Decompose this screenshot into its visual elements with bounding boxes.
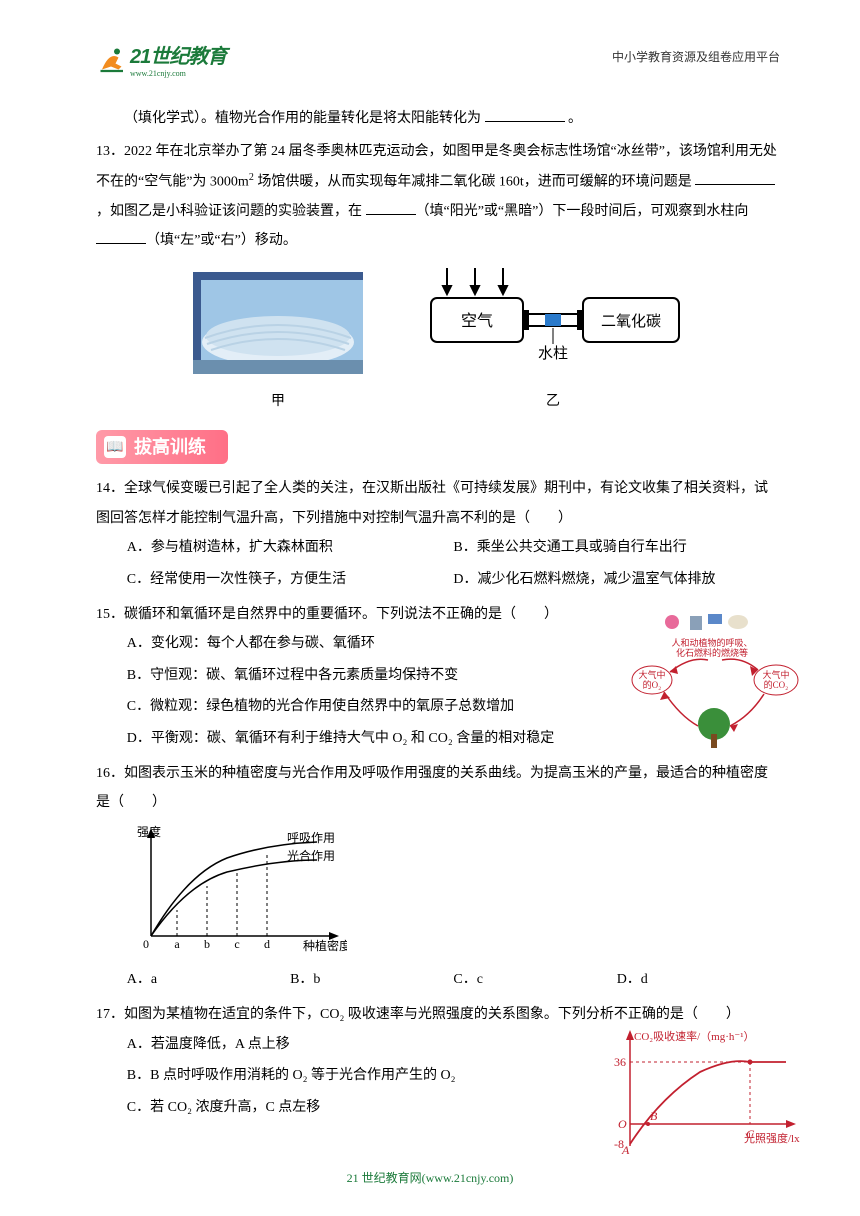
caption-jia: 甲 — [193, 387, 363, 416]
page-header: 21世纪教育 www.21cnjy.com 中小学教育资源及组卷应用平台 — [96, 40, 780, 78]
q16-B: B．b — [290, 965, 453, 994]
svg-text:d: d — [264, 937, 270, 951]
qnum-13: 13． — [96, 144, 124, 159]
frag-text: （填化学式）。植物光合作用的能量转化是将太阳能转化为 — [124, 111, 481, 126]
runner-icon — [96, 44, 126, 74]
q14-A: A．参与植树造林，扩大森林面积 — [127, 533, 454, 562]
question-16: 16．如图表示玉米的种植密度与光合作用及呼吸作用强度的关系曲线。为提高玉米的产量… — [96, 759, 780, 995]
frag-end: 。 — [568, 111, 582, 126]
question-15: 15．碳循环和氧循环是自然界中的重要循环。下列说法不正确的是（ ） A．变化观：… — [96, 600, 780, 753]
blank — [485, 108, 565, 122]
svg-text:0: 0 — [143, 937, 149, 951]
qnum-15: 15． — [96, 607, 124, 622]
qnum-14: 14． — [96, 481, 124, 496]
caption-yi: 乙 — [423, 387, 683, 416]
stadium-image-icon — [193, 272, 363, 374]
svg-text:A: A — [621, 1143, 630, 1157]
qnum-17: 17． — [96, 1007, 124, 1022]
svg-text:36: 36 — [614, 1055, 626, 1069]
page-footer: 21 世纪教育网(www.21cnjy.com) — [0, 1169, 860, 1186]
q16-A: A．a — [127, 965, 290, 994]
q17-chart: CO₂吸收速率/（mg·h⁻¹） 光照强度/lx 36 O -8 A B C — [600, 1028, 800, 1169]
svg-text:种植密度: 种植密度 — [303, 938, 347, 953]
book-icon: 📖 — [104, 436, 126, 458]
svg-text:O: O — [618, 1117, 627, 1131]
svg-text:a: a — [174, 937, 180, 951]
q16-stem: 如图表示玉米的种植密度与光合作用及呼吸作用强度的关系曲线。为提高玉米的产量，最适… — [96, 766, 768, 810]
fragment-line: （填化学式）。植物光合作用的能量转化是将太阳能转化为 。 — [96, 104, 780, 133]
q13-figures: 甲 空气 — [96, 264, 780, 417]
svg-text:化石燃料的燃烧等: 化石燃料的燃烧等 — [676, 647, 748, 658]
section-badge: 📖 拔高训练 — [96, 430, 228, 464]
svg-text:空气: 空气 — [461, 312, 493, 330]
content-area: （填化学式）。植物光合作用的能量转化是将太阳能转化为 。 13．2022 年在北… — [96, 104, 780, 1122]
q13-text3: ，如图乙是小科验证该问题的实验装置，在 — [96, 204, 362, 219]
q16-D: D．d — [617, 965, 780, 994]
q16-options: A．a B．b C．c D．d — [127, 965, 780, 994]
svg-text:人和动植物的呼吸、: 人和动植物的呼吸、 — [671, 637, 752, 648]
blank — [695, 171, 775, 185]
q16-chart: 强度 种植密度 0 呼吸作用 光合作用 a b c d — [127, 824, 780, 965]
q15-stem: 碳循环和氧循环是自然界中的重要循环。下列说法不正确的是（ ） — [124, 607, 558, 622]
svg-text:CO₂吸收速率/（mg·h⁻¹）: CO₂吸收速率/（mg·h⁻¹） — [634, 1029, 755, 1043]
badge-text: 拔高训练 — [134, 429, 206, 467]
q14-B: B．乘坐公共交通工具或骑自行车出行 — [453, 533, 780, 562]
svg-text:光合作用: 光合作用 — [287, 848, 335, 863]
logo: 21世纪教育 www.21cnjy.com — [96, 40, 226, 78]
svg-text:c: c — [234, 937, 239, 951]
logo-url: www.21cnjy.com — [130, 69, 226, 78]
svg-text:的CO₂: 的CO₂ — [764, 679, 789, 690]
svg-text:水柱: 水柱 — [538, 345, 568, 362]
svg-text:的O₂: 的O₂ — [643, 679, 662, 690]
q14-stem: 全球气候变暖已引起了全人类的关注，在汉斯出版社《可持续发展》期刊中，有论文收集了… — [96, 481, 768, 525]
svg-text:B: B — [650, 1109, 658, 1123]
qnum-16: 16． — [96, 766, 124, 781]
figure-yi: 空气 二氧化碳 水柱 乙 — [423, 264, 683, 417]
svg-text:大气中: 大气中 — [638, 669, 665, 680]
svg-text:强度: 强度 — [137, 824, 161, 839]
question-13: 13．2022 年在北京举办了第 24 届冬季奥林匹克运动会，如图甲是冬奥会标志… — [96, 137, 780, 416]
co2-rate-chart-icon: CO₂吸收速率/（mg·h⁻¹） 光照强度/lx 36 O -8 A B C — [600, 1028, 800, 1158]
header-right-text: 中小学教育资源及组卷应用平台 — [612, 48, 780, 65]
q14-D: D．减少化石燃料燃烧，减少温室气体排放 — [453, 565, 780, 594]
q14-C: C．经常使用一次性筷子，方便生活 — [127, 565, 454, 594]
q14-row1: A．参与植树造林，扩大森林面积 B．乘坐公共交通工具或骑自行车出行 — [127, 533, 780, 562]
svg-text:b: b — [204, 937, 210, 951]
blank — [366, 201, 416, 215]
svg-text:呼吸作用: 呼吸作用 — [287, 831, 335, 845]
q15-cycle-figure: 人和动植物的呼吸、 化石燃料的燃烧等 大气中 的O₂ 大气中 的CO₂ — [630, 606, 800, 767]
q17-stem: 如图为某植物在适宜的条件下，CO₂ 吸收速率与光照强度的关系图象。下列分析不正确… — [124, 1007, 740, 1022]
apparatus-diagram-icon: 空气 二氧化碳 水柱 — [423, 264, 683, 374]
question-17: 17．如图为某植物在适宜的条件下，CO₂ 吸收速率与光照强度的关系图象。下列分析… — [96, 1000, 780, 1122]
figure-jia: 甲 — [193, 272, 363, 417]
svg-text:二氧化碳: 二氧化碳 — [601, 313, 661, 330]
question-14: 14．全球气候变暖已引起了全人类的关注，在汉斯出版社《可持续发展》期刊中，有论文… — [96, 474, 780, 594]
q13-text4: （填“阳光”或“黑暗”）下一段时间后，可观察到水柱向 — [416, 204, 749, 219]
svg-text:C: C — [746, 1127, 755, 1141]
density-chart-icon: 强度 种植密度 0 呼吸作用 光合作用 a b c d — [127, 824, 347, 954]
carbon-cycle-icon: 人和动植物的呼吸、 化石燃料的燃烧等 大气中 的O₂ 大气中 的CO₂ — [630, 606, 800, 756]
blank — [96, 230, 146, 244]
q16-C: C．c — [453, 965, 616, 994]
q13-text2: 场馆供暖，从而实现每年减排二氧化碳 160t，进而可缓解的环境问题是 — [254, 174, 692, 189]
svg-text:大气中: 大气中 — [762, 669, 789, 680]
q13-text5: （填“左”或“右”）移动。 — [146, 233, 297, 248]
q14-row2: C．经常使用一次性筷子，方便生活 D．减少化石燃料燃烧，减少温室气体排放 — [127, 565, 780, 594]
logo-text: 21世纪教育 — [130, 46, 226, 68]
